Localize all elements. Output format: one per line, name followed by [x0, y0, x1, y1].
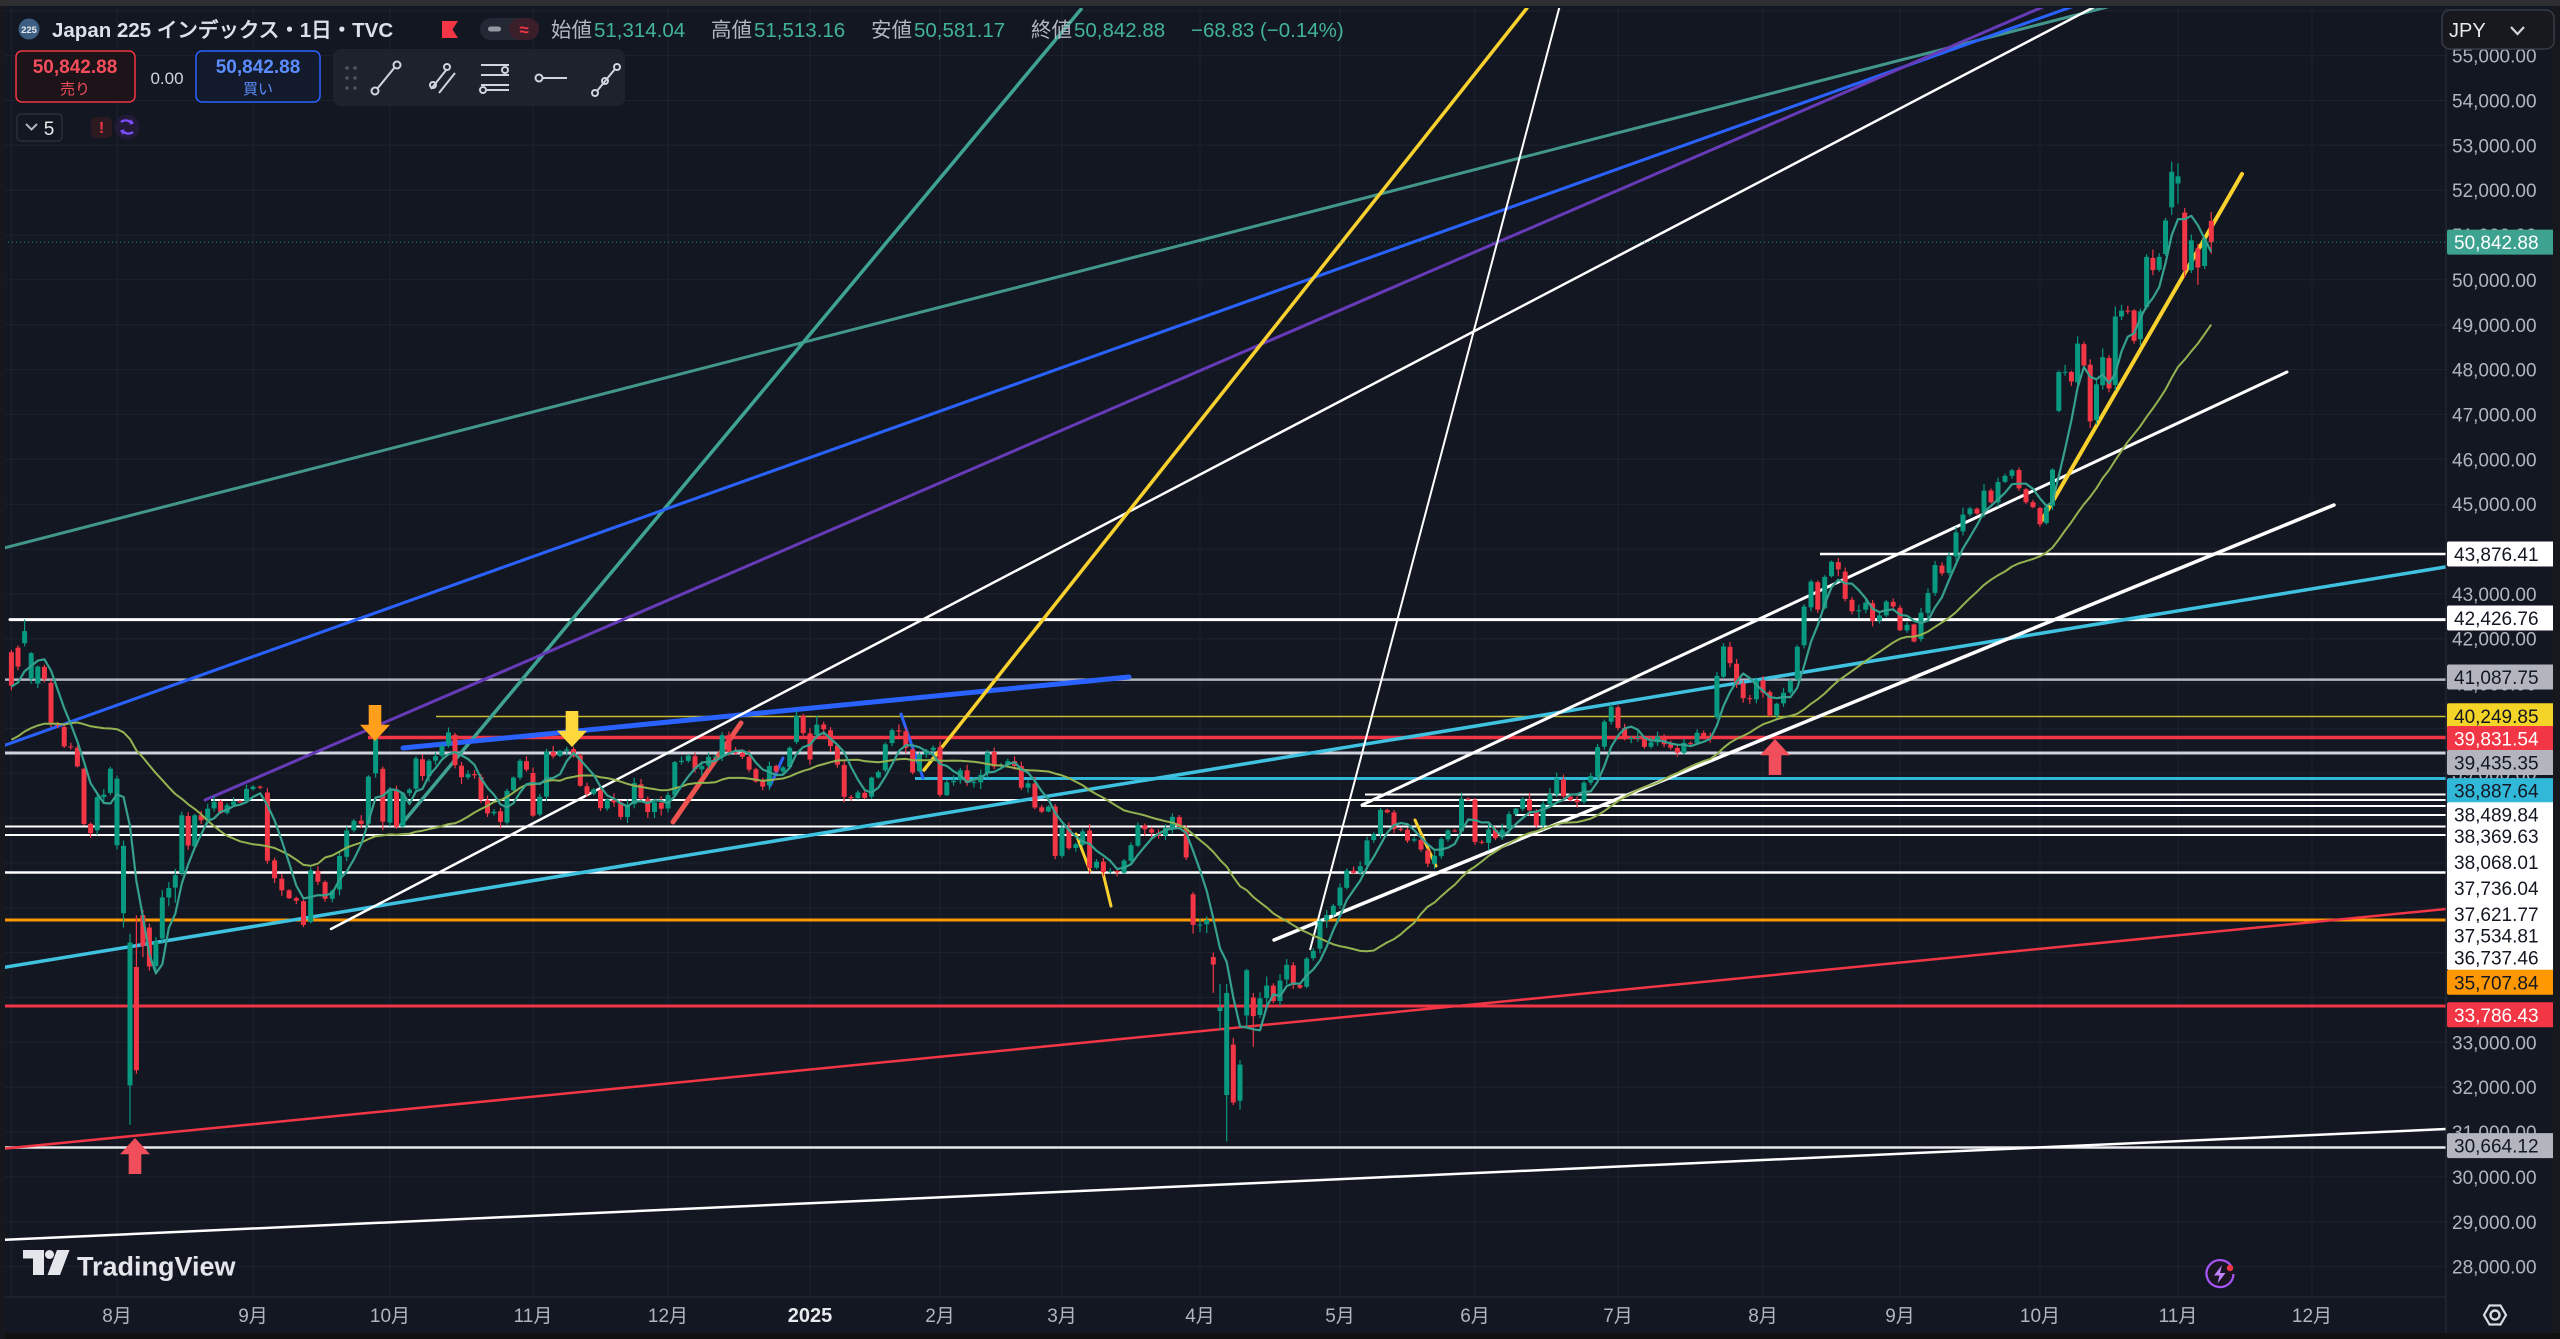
svg-text:8月: 8月 — [1748, 1306, 1778, 1327]
svg-text:29,000.00: 29,000.00 — [2452, 1213, 2537, 1234]
svg-text:37,621.77: 37,621.77 — [2454, 905, 2539, 926]
svg-text:54,000.00: 54,000.00 — [2452, 92, 2537, 113]
svg-text:40,249.85: 40,249.85 — [2454, 707, 2539, 728]
svg-text:≈: ≈ — [519, 21, 528, 40]
svg-text:JPY: JPY — [2449, 20, 2486, 42]
svg-text:28,000.00: 28,000.00 — [2452, 1258, 2537, 1279]
svg-text:Japan 225 インデックス・1日・TVC: Japan 225 インデックス・1日・TVC — [52, 18, 393, 42]
svg-text:33,786.43: 33,786.43 — [2454, 1006, 2539, 1027]
svg-text:50,842.88: 50,842.88 — [33, 57, 118, 78]
svg-text:9月: 9月 — [238, 1306, 268, 1327]
svg-text:33,000.00: 33,000.00 — [2452, 1033, 2537, 1054]
svg-text:51,513.16: 51,513.16 — [754, 19, 845, 42]
svg-text:50,842.88: 50,842.88 — [216, 57, 301, 78]
svg-text:TradingView: TradingView — [77, 1252, 237, 1282]
svg-text:売り: 売り — [60, 81, 90, 98]
svg-text:5月: 5月 — [1325, 1306, 1355, 1327]
svg-text:32,000.00: 32,000.00 — [2452, 1078, 2537, 1099]
svg-text:42,000.00: 42,000.00 — [2452, 630, 2537, 651]
svg-text:高値: 高値 — [711, 19, 752, 42]
svg-text:30,000.00: 30,000.00 — [2452, 1168, 2537, 1189]
svg-text:55,000.00: 55,000.00 — [2452, 47, 2537, 68]
svg-text:47,000.00: 47,000.00 — [2452, 405, 2537, 426]
svg-text:9月: 9月 — [1885, 1306, 1915, 1327]
svg-text:41,087.75: 41,087.75 — [2454, 668, 2539, 689]
svg-text:安値: 安値 — [871, 19, 912, 42]
svg-text:43,000.00: 43,000.00 — [2452, 585, 2537, 606]
svg-text:225: 225 — [21, 25, 38, 36]
svg-text:42,426.76: 42,426.76 — [2454, 609, 2539, 630]
svg-text:!: ! — [99, 120, 104, 137]
svg-text:30,664.12: 30,664.12 — [2454, 1137, 2539, 1158]
svg-text:48,000.00: 48,000.00 — [2452, 361, 2537, 382]
svg-text:5: 5 — [44, 119, 55, 140]
svg-text:10月: 10月 — [370, 1306, 410, 1327]
svg-text:49,000.00: 49,000.00 — [2452, 316, 2537, 337]
svg-text:8月: 8月 — [102, 1306, 132, 1327]
svg-text:37,534.81: 37,534.81 — [2454, 927, 2539, 948]
svg-text:6月: 6月 — [1460, 1306, 1490, 1327]
svg-text:7月: 7月 — [1603, 1306, 1633, 1327]
svg-text:始値: 始値 — [551, 19, 592, 42]
svg-text:12月: 12月 — [2292, 1306, 2332, 1327]
svg-text:43,876.41: 43,876.41 — [2454, 545, 2539, 566]
svg-text:10月: 10月 — [2020, 1306, 2060, 1327]
svg-text:38,489.84: 38,489.84 — [2454, 806, 2539, 827]
svg-text:46,000.00: 46,000.00 — [2452, 450, 2537, 471]
svg-text:38,887.64: 38,887.64 — [2454, 782, 2539, 803]
svg-text:買い: 買い — [243, 81, 273, 98]
svg-text:3月: 3月 — [1047, 1306, 1077, 1327]
svg-text:39,435.35: 39,435.35 — [2454, 754, 2539, 775]
svg-text:51,314.04: 51,314.04 — [594, 19, 685, 42]
svg-text:36,737.46: 36,737.46 — [2454, 949, 2539, 970]
svg-text:53,000.00: 53,000.00 — [2452, 136, 2537, 157]
svg-text:4月: 4月 — [1185, 1306, 1215, 1327]
svg-text:−68.83 (−0.14%): −68.83 (−0.14%) — [1191, 19, 1344, 42]
svg-text:11月: 11月 — [2159, 1306, 2198, 1327]
svg-text:38,369.63: 38,369.63 — [2454, 827, 2539, 848]
svg-text:35,707.84: 35,707.84 — [2454, 973, 2539, 994]
svg-text:50,000.00: 50,000.00 — [2452, 271, 2537, 292]
svg-text:50,842.88: 50,842.88 — [1074, 19, 1165, 42]
svg-text:2月: 2月 — [925, 1306, 955, 1327]
svg-text:38,068.01: 38,068.01 — [2454, 853, 2539, 874]
svg-text:11月: 11月 — [514, 1306, 553, 1327]
svg-text:37,736.04: 37,736.04 — [2454, 879, 2539, 900]
svg-text:2025: 2025 — [788, 1305, 833, 1327]
svg-text:52,000.00: 52,000.00 — [2452, 181, 2537, 202]
svg-text:50,842.88: 50,842.88 — [2454, 233, 2539, 254]
svg-text:12月: 12月 — [648, 1306, 688, 1327]
svg-text:39,831.54: 39,831.54 — [2454, 730, 2539, 751]
svg-text:終値: 終値 — [1031, 19, 1072, 42]
svg-text:45,000.00: 45,000.00 — [2452, 495, 2537, 516]
svg-text:50,581.17: 50,581.17 — [914, 19, 1005, 42]
svg-text:0.00: 0.00 — [150, 69, 183, 88]
